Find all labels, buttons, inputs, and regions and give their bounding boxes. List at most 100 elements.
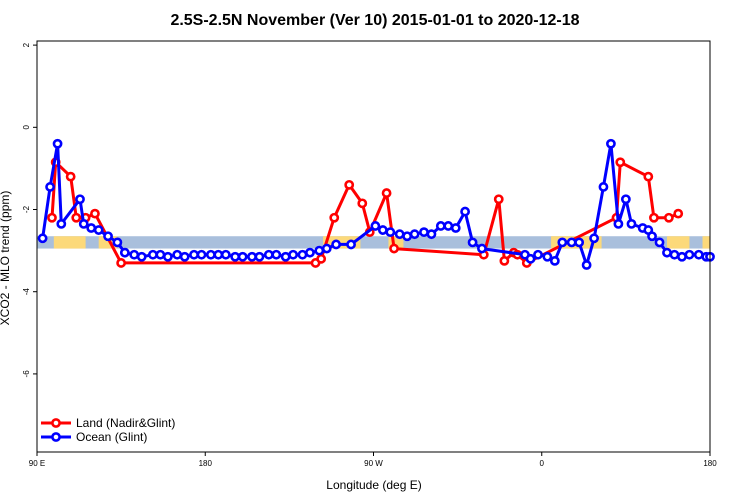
ocean-point — [409, 229, 420, 240]
y-tick-label: 2 — [22, 42, 31, 47]
ocean-point — [693, 249, 704, 260]
ocean-series — [37, 138, 715, 270]
ocean-land-band — [37, 236, 710, 249]
land-point — [65, 171, 76, 182]
land-series — [47, 157, 684, 268]
x-tick-label: 180 — [703, 459, 717, 468]
ocean-point — [566, 237, 577, 248]
land-point — [116, 258, 127, 268]
legend-item-land: Land (Nadir&Glint) — [41, 416, 175, 430]
ocean-point — [626, 218, 637, 229]
land-band-segment-6 — [702, 236, 710, 249]
ocean-point — [385, 227, 396, 238]
ocean-point — [443, 221, 454, 231]
ocean-point — [305, 247, 315, 258]
x-tick-label: 90 E — [29, 459, 45, 468]
ocean-point — [119, 247, 130, 258]
legend: Land (Nadir&Glint)Ocean (Glint) — [41, 416, 175, 444]
ocean-point — [103, 231, 113, 242]
legend-marker — [51, 418, 61, 428]
ocean-point — [247, 251, 257, 262]
ocean-point — [467, 237, 478, 248]
ocean-point — [613, 218, 624, 229]
legend-label: Ocean (Glint) — [76, 430, 147, 444]
ocean-point — [172, 249, 183, 260]
ocean-point — [662, 247, 672, 258]
ocean-point — [581, 260, 592, 270]
ocean-point — [75, 194, 85, 205]
ocean-point — [254, 251, 265, 262]
ocean-point — [647, 231, 657, 242]
ocean-point — [86, 223, 97, 233]
ocean-point — [205, 249, 216, 260]
x-tick-label: 180 — [199, 459, 213, 468]
ocean-point — [162, 251, 173, 262]
ocean-point — [112, 237, 123, 248]
ocean-point — [220, 249, 231, 260]
ocean-point — [136, 251, 147, 262]
y-tick-label: -2 — [22, 205, 31, 213]
ocean-point — [654, 237, 665, 248]
land-point — [344, 179, 355, 190]
ocean-point — [78, 218, 89, 229]
y-tick-label: -6 — [22, 370, 31, 378]
ocean-point — [370, 221, 381, 231]
ocean-point — [460, 206, 471, 217]
land-point — [673, 208, 684, 219]
land-point — [329, 212, 340, 223]
ocean-point — [477, 243, 487, 254]
ocean-point — [377, 225, 388, 235]
ocean-point — [435, 221, 446, 231]
y-axis-label: XCO2 - MLO trend (ppm) — [0, 191, 12, 326]
ocean-point — [426, 229, 437, 240]
land-point — [493, 194, 504, 205]
ocean-point — [589, 233, 599, 244]
land-point — [663, 212, 674, 223]
ocean-point — [45, 182, 55, 192]
legend-label: Land (Nadir&Glint) — [76, 416, 175, 430]
ocean-point — [196, 249, 207, 260]
ocean-point — [684, 249, 695, 260]
ocean-point — [52, 138, 63, 149]
series-layer — [37, 138, 715, 270]
ocean-point — [533, 249, 543, 260]
axes: 90 E 180 90 W 0 180 2 0 -2 -4 -6 — [22, 40, 717, 468]
ocean-point — [213, 249, 224, 260]
ocean-point — [93, 225, 104, 235]
land-band-segment-0 — [53, 236, 86, 249]
land-point — [47, 212, 57, 223]
ocean-point — [288, 249, 299, 260]
ocean-point — [155, 249, 166, 260]
ocean-point — [263, 249, 274, 260]
land-point — [615, 157, 626, 168]
land-point — [499, 255, 510, 266]
ocean-point — [321, 243, 332, 254]
ocean-point — [549, 255, 560, 266]
ocean-point — [346, 239, 356, 250]
ocean-point — [37, 233, 48, 244]
ocean-point — [542, 251, 553, 262]
x-tick-label: 90 W — [364, 459, 383, 468]
ocean-point — [179, 251, 190, 262]
land-point — [389, 243, 399, 254]
ocean-point — [598, 182, 609, 192]
land-point — [643, 171, 654, 182]
ocean-point — [56, 218, 67, 229]
ocean-point — [574, 237, 585, 248]
ocean-band — [37, 236, 710, 249]
ocean-point — [280, 251, 291, 262]
land-point — [316, 253, 327, 264]
x-tick-label: 0 — [540, 459, 545, 468]
chart-title: 2.5S-2.5N November (Ver 10) 2015-01-01 t… — [170, 12, 579, 29]
legend-marker — [51, 432, 61, 442]
land-point — [90, 208, 100, 219]
ocean-point — [271, 249, 282, 260]
ocean-point — [148, 249, 158, 260]
ocean-point — [189, 249, 199, 260]
ocean-point — [331, 239, 342, 250]
ocean-point — [450, 223, 461, 233]
legend-item-ocean: Ocean (Glint) — [41, 430, 147, 444]
ocean-point — [314, 245, 325, 256]
land-band-segment-5 — [667, 236, 690, 249]
ocean-point — [525, 253, 536, 264]
